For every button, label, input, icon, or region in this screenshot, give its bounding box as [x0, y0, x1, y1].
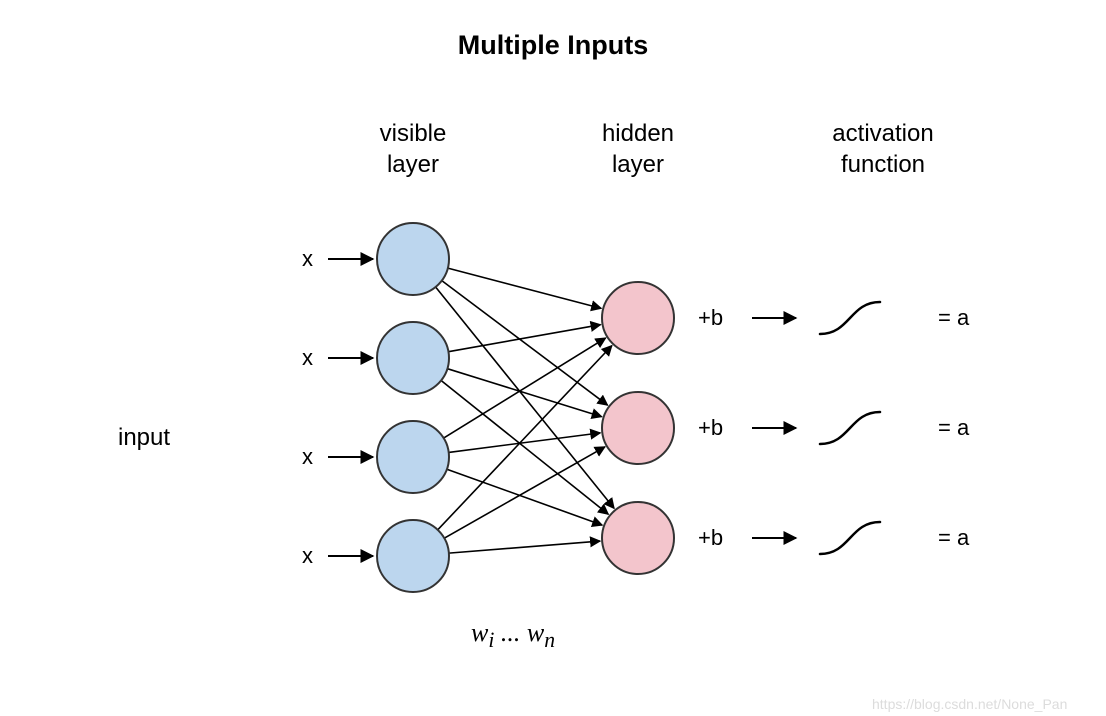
diagram-svg: [0, 0, 1106, 716]
visible-node: [377, 520, 449, 592]
edge: [442, 281, 608, 406]
visible-node: [377, 322, 449, 394]
hidden-node: [602, 392, 674, 464]
edge: [448, 325, 600, 352]
sigmoid-icon: [820, 302, 880, 334]
edge: [441, 380, 608, 514]
hidden-node: [602, 282, 674, 354]
visible-node: [377, 421, 449, 493]
edge: [449, 541, 600, 553]
edge: [449, 433, 601, 453]
visible-node: [377, 223, 449, 295]
edge: [447, 469, 602, 525]
edge: [447, 369, 601, 417]
edge: [444, 338, 606, 438]
sigmoid-icon: [820, 522, 880, 554]
hidden-node: [602, 502, 674, 574]
sigmoid-icon: [820, 412, 880, 444]
